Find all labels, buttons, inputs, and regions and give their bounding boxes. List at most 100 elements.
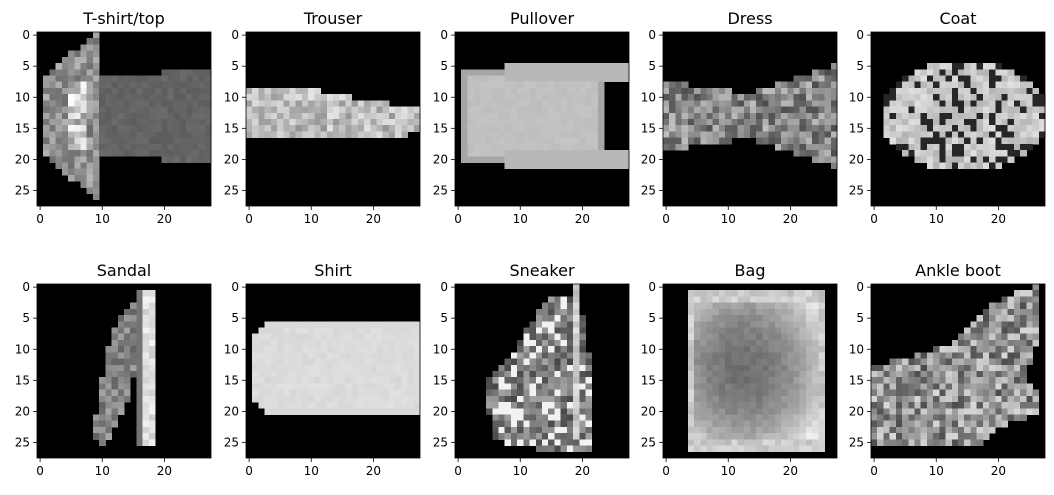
image-pixel — [86, 63, 94, 70]
image-pixel — [105, 395, 112, 403]
image-pixel — [768, 383, 776, 391]
image-pixel — [756, 339, 763, 347]
image-pixel — [989, 402, 996, 409]
image-pixel — [700, 131, 707, 139]
image-pixel — [277, 358, 284, 366]
image-pixel — [326, 339, 334, 347]
image-pixel — [333, 402, 340, 409]
image-pixel — [351, 346, 359, 353]
image-pixel — [585, 156, 593, 163]
image-pixel — [951, 150, 959, 157]
image-pixel — [958, 358, 965, 366]
image-pixel — [750, 420, 757, 428]
image-pixel — [995, 150, 1002, 157]
image-pixel — [554, 358, 562, 366]
image-pixel — [585, 162, 593, 170]
image-pixel — [192, 119, 199, 126]
image-pixel — [597, 75, 605, 83]
image-pixel — [706, 339, 714, 347]
image-pixel — [951, 131, 959, 139]
image-pixel — [995, 87, 1002, 95]
image-pixel — [883, 395, 891, 403]
image-pixel — [264, 119, 272, 126]
image-pixel — [401, 371, 408, 378]
image-pixel — [345, 321, 353, 328]
image-pixel — [308, 339, 315, 347]
image-pixel — [467, 119, 475, 126]
image-pixel — [1007, 358, 1015, 366]
image-pixel — [105, 377, 112, 384]
image-pixel — [805, 339, 813, 347]
image-pixel — [492, 106, 499, 114]
image-pixel — [768, 327, 776, 335]
image-pixel — [395, 408, 402, 415]
image-pixel — [1020, 150, 1027, 157]
image-pixel — [364, 327, 371, 335]
image-pixel — [737, 290, 745, 297]
image-pixel — [407, 395, 415, 403]
image-pixel — [264, 352, 272, 359]
image-pixel — [675, 112, 683, 120]
image-pixel — [1032, 290, 1040, 297]
image-pixel — [725, 433, 732, 440]
image-pixel — [933, 162, 940, 170]
image-pixel — [743, 119, 751, 126]
image-pixel — [799, 426, 807, 434]
image-pixel — [252, 94, 259, 101]
image-pixel — [579, 100, 586, 107]
image-pixel — [370, 125, 377, 132]
image-pixel — [566, 358, 574, 366]
image-pixel — [945, 389, 953, 397]
image-pixel — [706, 315, 714, 322]
image-pixel — [68, 106, 75, 114]
image-pixel — [805, 414, 813, 422]
image-pixel — [111, 333, 119, 341]
image-pixel — [622, 75, 630, 83]
image-pixel — [976, 402, 984, 409]
image-pixel — [548, 150, 555, 157]
image-pixel — [461, 119, 468, 126]
image-pixel — [504, 131, 512, 139]
image-pixel — [1001, 94, 1009, 101]
image-pixel — [750, 371, 757, 378]
image-pixel — [345, 119, 353, 126]
image-pixel — [395, 131, 402, 139]
image-pixel — [712, 383, 720, 391]
image-pixel — [793, 302, 801, 310]
image-pixel — [86, 69, 94, 76]
image-pixel — [498, 364, 506, 372]
image-pixel — [939, 87, 946, 95]
image-pixel — [258, 371, 266, 378]
image-pixel — [529, 377, 537, 384]
image-pixel — [970, 106, 978, 114]
image-pixel — [130, 150, 137, 157]
image-pixel — [970, 377, 978, 384]
image-pixel — [756, 371, 763, 378]
image-pixel — [117, 125, 125, 132]
image-pixel — [871, 402, 878, 409]
y-tick-label: 15 — [224, 121, 239, 135]
image-pixel — [706, 433, 714, 440]
image-pixel — [926, 395, 934, 403]
image-pixel — [743, 439, 751, 446]
image-pixel — [326, 119, 334, 126]
image-pixel — [529, 433, 537, 440]
image-pixel — [573, 420, 580, 428]
image-pixel — [700, 445, 707, 453]
image-pixel — [1013, 402, 1021, 409]
image-pixel — [179, 112, 187, 120]
image-pixel — [597, 119, 605, 126]
image-pixel — [339, 112, 346, 120]
image-pixel — [793, 377, 801, 384]
image-pixel — [264, 364, 272, 372]
image-pixel — [805, 131, 813, 139]
image-pixel — [877, 414, 884, 422]
image-pixel — [264, 339, 272, 347]
image-pixel — [517, 408, 524, 415]
image-pixel — [111, 137, 119, 145]
image-pixel — [889, 395, 897, 403]
image-pixel — [958, 339, 965, 347]
image-pixel — [687, 358, 695, 366]
image-pixel — [142, 426, 150, 434]
